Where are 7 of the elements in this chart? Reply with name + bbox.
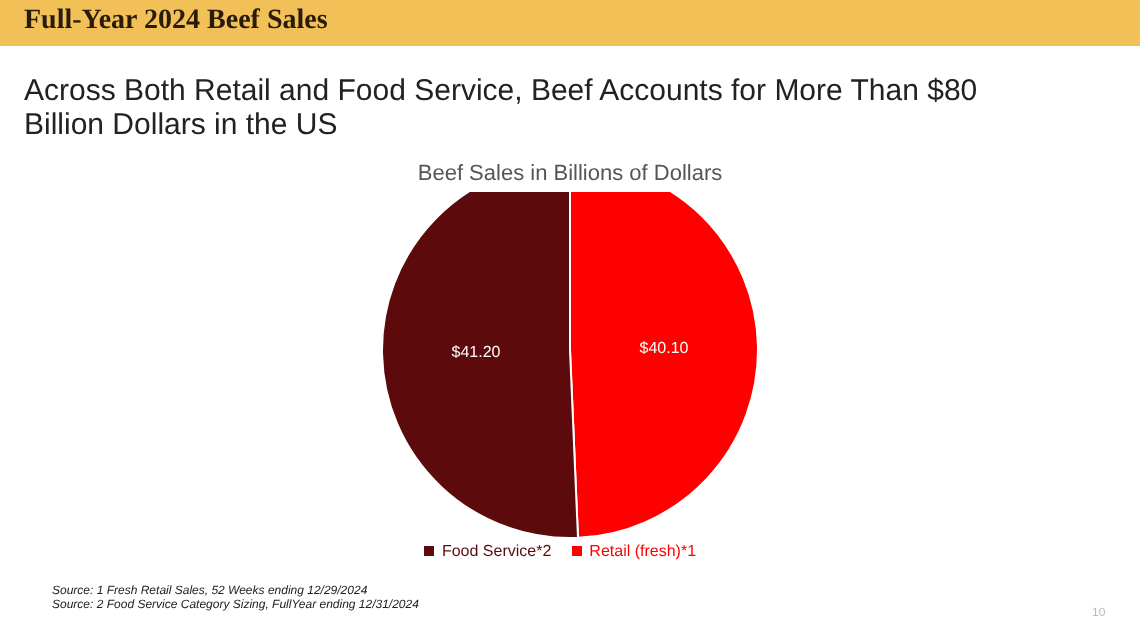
legend-label: Food Service*2 [441,542,552,560]
chart-subtitle: Across Both Retail and Food Service, Beef Accounts for More Than $80 Billion Dollars in the US [24,74,980,142]
data-label: $40.10 [639,339,690,357]
chart-title: Full-Year 2024 Beef Sales [24,6,328,38]
text: Beef Sales in Billions of Dollars [415,162,725,186]
data-label: $41.20 [451,343,502,361]
legend-label: Retail (fresh)*1 [589,542,697,560]
